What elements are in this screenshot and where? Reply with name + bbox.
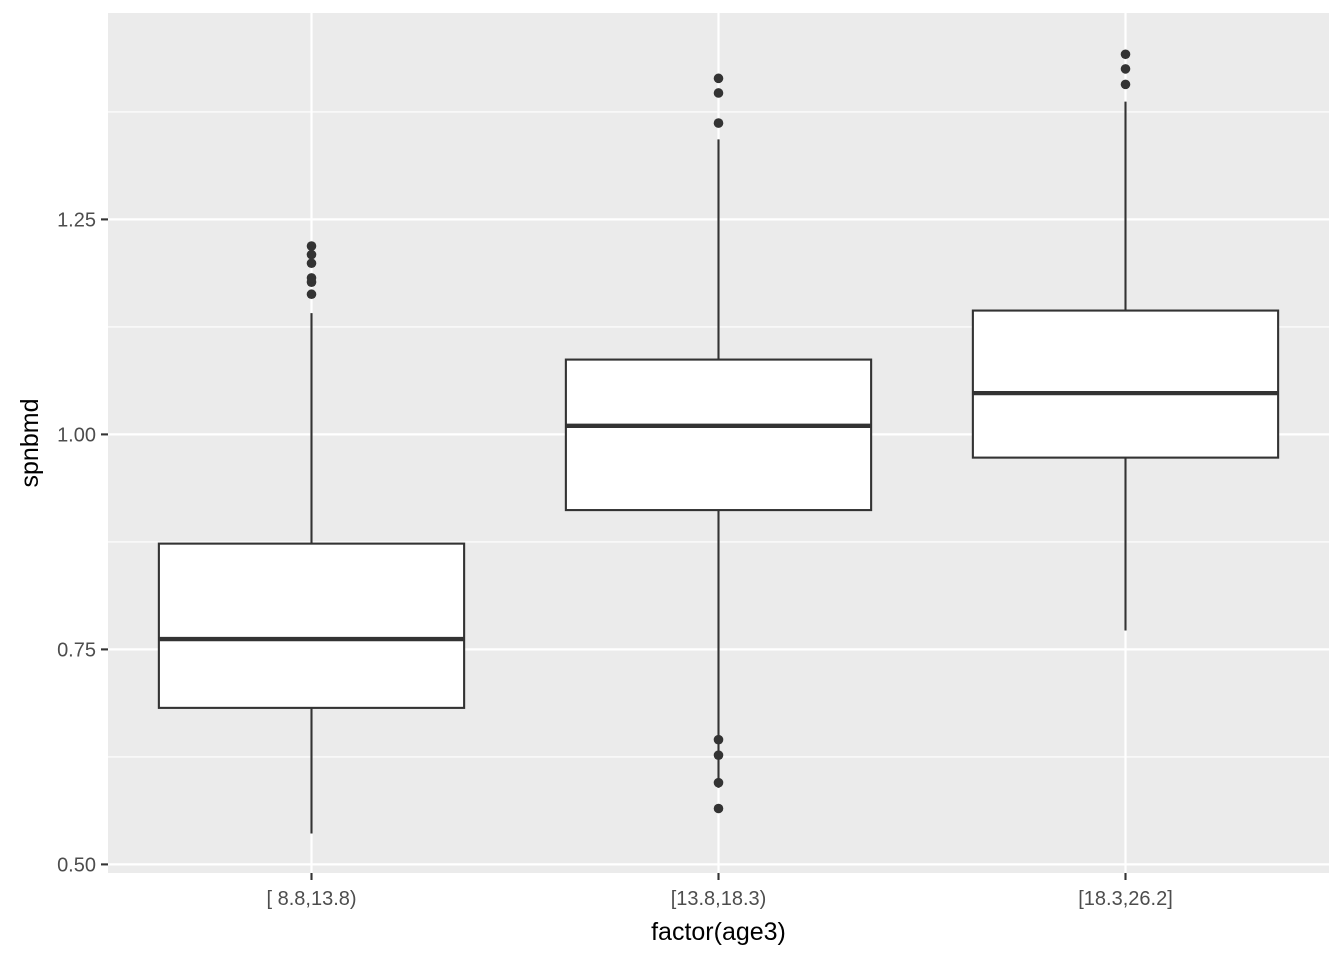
y-tick-label: 0.75 bbox=[57, 639, 96, 661]
outlier-point bbox=[1120, 49, 1131, 60]
box-iqr bbox=[971, 309, 1280, 459]
x-axis: [ 8.8,13.8) [13.8,18.3) [18.3,26.2] bbox=[266, 873, 1173, 910]
outlier-point bbox=[713, 118, 724, 128]
boxplots bbox=[157, 49, 1280, 834]
outlier-point bbox=[306, 273, 317, 283]
x-axis-title: factor(age3) bbox=[651, 918, 786, 946]
outlier-point bbox=[1120, 79, 1131, 90]
outlier-point bbox=[713, 750, 724, 760]
outlier-point bbox=[713, 803, 724, 814]
outlier-point bbox=[1120, 64, 1131, 74]
y-tick-label: 0.50 bbox=[57, 854, 96, 876]
outlier-point bbox=[713, 73, 724, 84]
y-axis: 0.50 0.75 1.00 1.25 bbox=[57, 209, 108, 876]
outlier-point bbox=[306, 249, 317, 260]
outlier-point bbox=[306, 289, 317, 300]
y-tick-label: 1.00 bbox=[57, 424, 96, 446]
x-tick-label: [18.3,26.2] bbox=[1078, 888, 1173, 910]
x-tick-label: [13.8,18.3) bbox=[671, 888, 767, 910]
outlier-point bbox=[713, 734, 724, 745]
box-group bbox=[157, 241, 466, 834]
y-axis-title: spnbmd bbox=[16, 399, 44, 488]
box-iqr bbox=[157, 542, 466, 709]
box-group bbox=[971, 49, 1280, 631]
box-group bbox=[564, 73, 873, 814]
outlier-point bbox=[306, 258, 317, 269]
y-tick-label: 1.25 bbox=[57, 209, 96, 231]
outlier-point bbox=[713, 777, 724, 788]
outlier-point bbox=[713, 88, 724, 98]
box-iqr bbox=[564, 358, 873, 512]
outlier-point bbox=[306, 241, 317, 251]
x-tick-label: [ 8.8,13.8) bbox=[266, 888, 356, 910]
